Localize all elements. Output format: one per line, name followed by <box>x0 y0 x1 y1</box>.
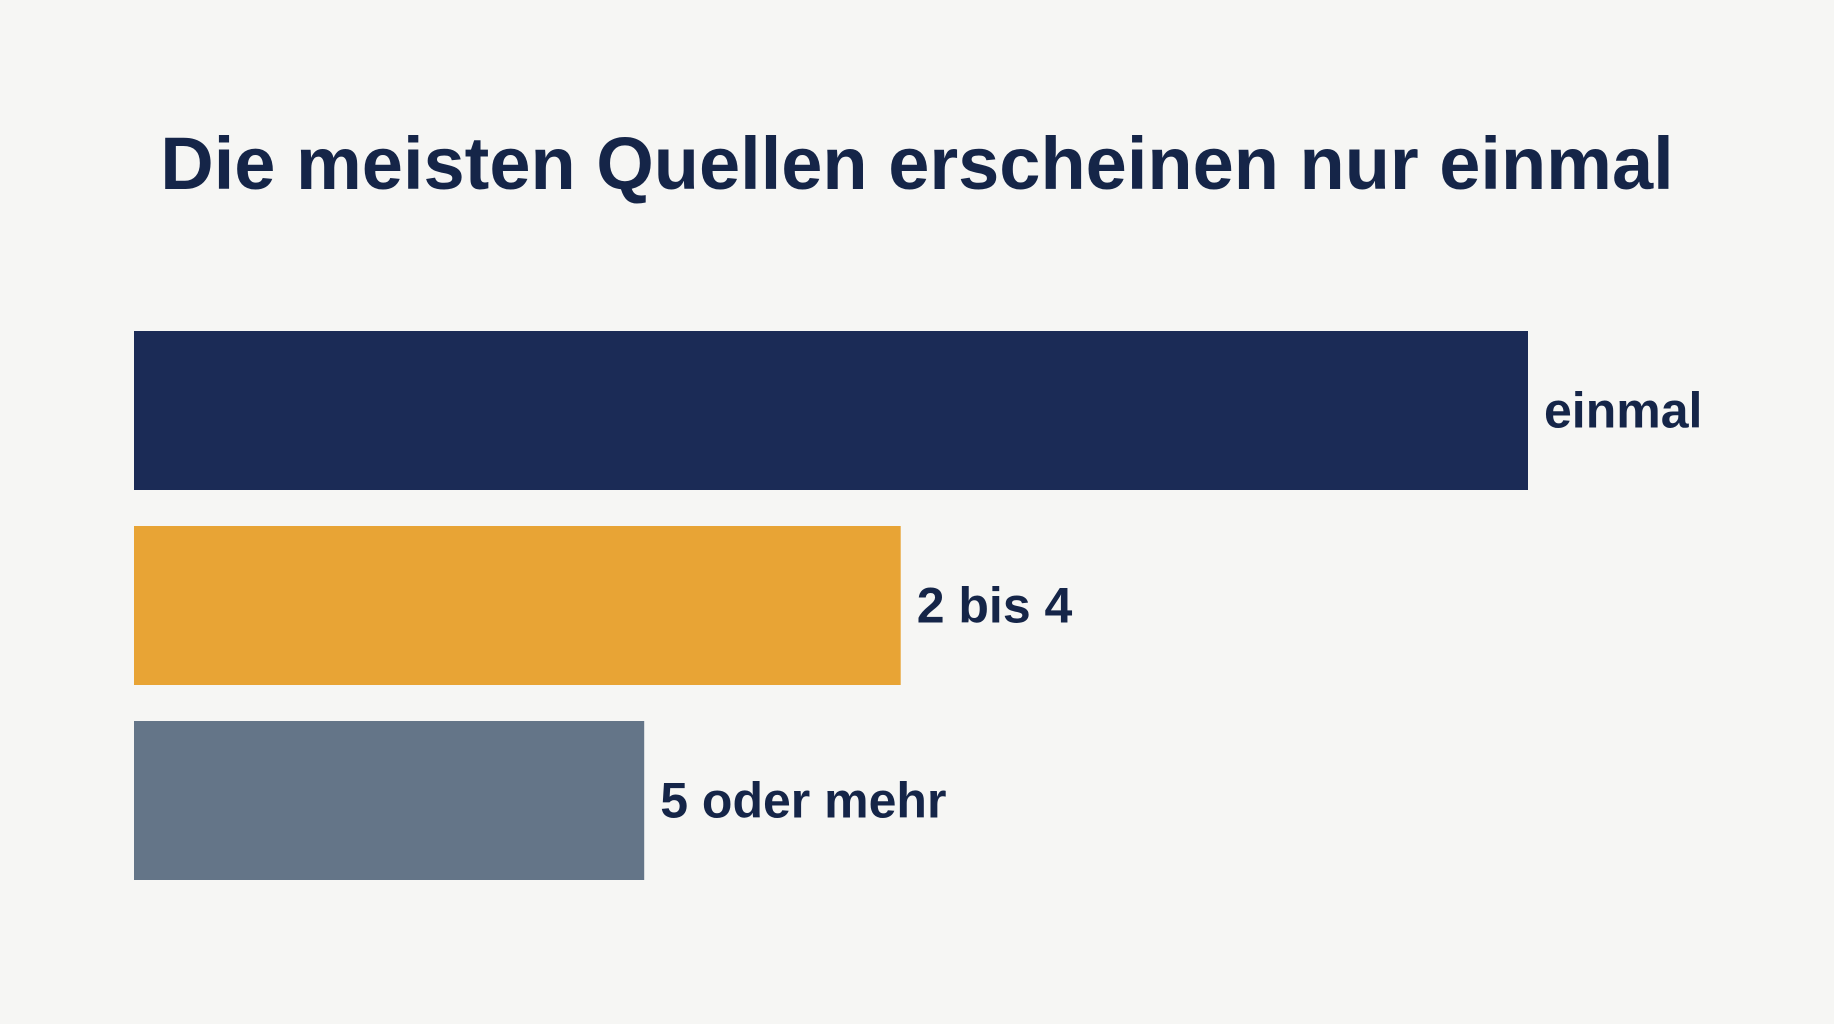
bar-label-1: einmal <box>1544 383 1702 439</box>
chart-title: Die meisten Quellen erscheinen nur einma… <box>160 122 1674 205</box>
bar-label-2: 2 bis 4 <box>917 578 1073 634</box>
bar-1 <box>134 331 1528 490</box>
bar-2 <box>134 526 901 685</box>
labels-layer: einmal 2 bis 4 5 oder mehr <box>660 383 1702 829</box>
bar-3 <box>134 721 645 880</box>
bars-layer <box>134 331 1528 880</box>
bar-label-3: 5 oder mehr <box>660 773 946 829</box>
